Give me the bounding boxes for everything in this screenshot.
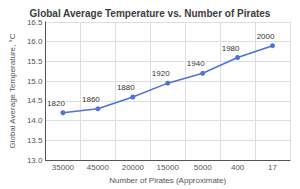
svg-text:1880: 1880 (117, 83, 135, 92)
svg-text:14.5: 14.5 (27, 96, 43, 105)
svg-text:1860: 1860 (82, 95, 100, 104)
svg-text:16.5: 16.5 (27, 18, 43, 27)
svg-text:1920: 1920 (152, 69, 170, 78)
svg-text:17: 17 (268, 163, 277, 172)
svg-text:1940: 1940 (187, 59, 205, 68)
svg-text:15000: 15000 (157, 163, 180, 172)
svg-text:13.0: 13.0 (27, 156, 43, 165)
svg-text:15.5: 15.5 (27, 57, 43, 66)
svg-text:400: 400 (231, 163, 245, 172)
svg-text:Global Average Temperature vs.: Global Average Temperature vs. Number of… (30, 8, 271, 19)
svg-text:5000: 5000 (194, 163, 212, 172)
svg-text:1980: 1980 (222, 44, 240, 53)
svg-text:Global Average Temperature, °C: Global Average Temperature, °C (8, 33, 17, 148)
svg-text:16.0: 16.0 (27, 37, 43, 46)
svg-text:20000: 20000 (122, 163, 145, 172)
svg-text:15.0: 15.0 (27, 77, 43, 86)
svg-text:14.0: 14.0 (27, 116, 43, 125)
svg-text:45000: 45000 (87, 163, 110, 172)
svg-text:13.5: 13.5 (27, 136, 43, 145)
svg-text:Number of Pirates (Approximate: Number of Pirates (Approximate) (109, 176, 226, 185)
svg-text:2000: 2000 (257, 32, 275, 41)
svg-text:1820: 1820 (47, 99, 65, 108)
svg-text:35000: 35000 (52, 163, 75, 172)
